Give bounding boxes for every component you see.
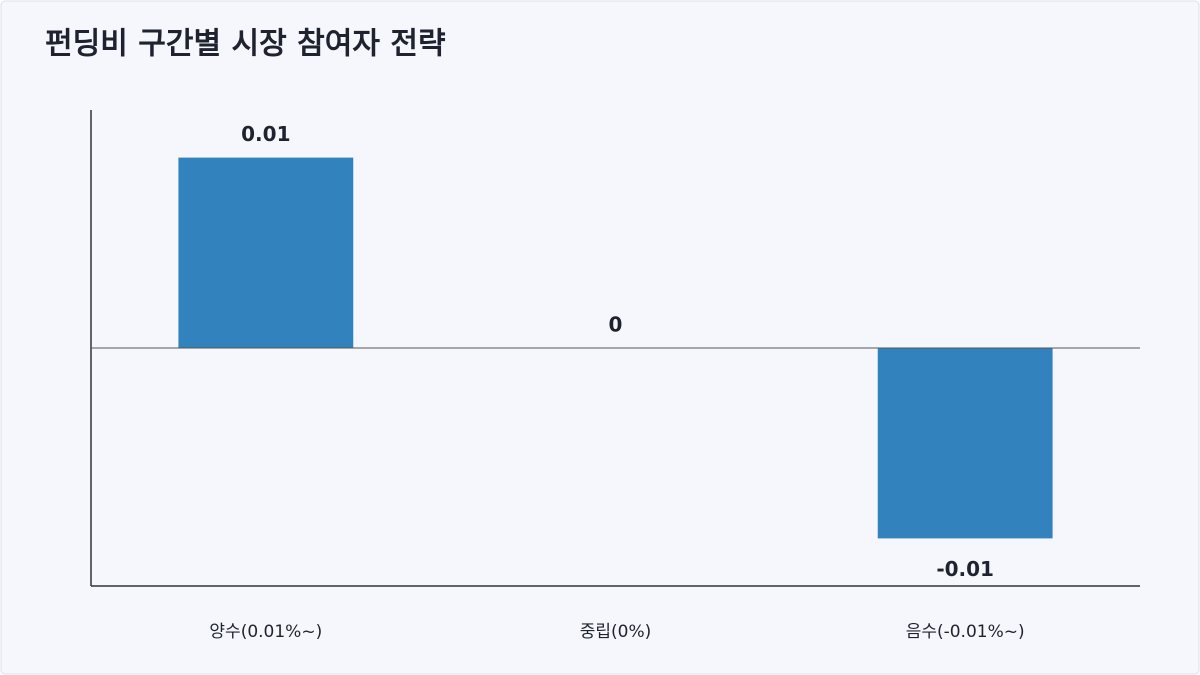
bar [877,348,1053,539]
x-tick-label: 음수(-0.01%~) [906,622,1025,642]
chart-title: 펀딩비 구간별 시장 참여자 전략 [45,27,446,62]
value-label: 0.01 [241,122,290,146]
x-tick-label: 양수(0.01%~) [209,622,322,642]
bar [178,157,354,348]
value-label: 0 [609,313,623,337]
x-tick-label: 중립(0%) [580,622,652,642]
value-label: -0.01 [936,557,994,581]
